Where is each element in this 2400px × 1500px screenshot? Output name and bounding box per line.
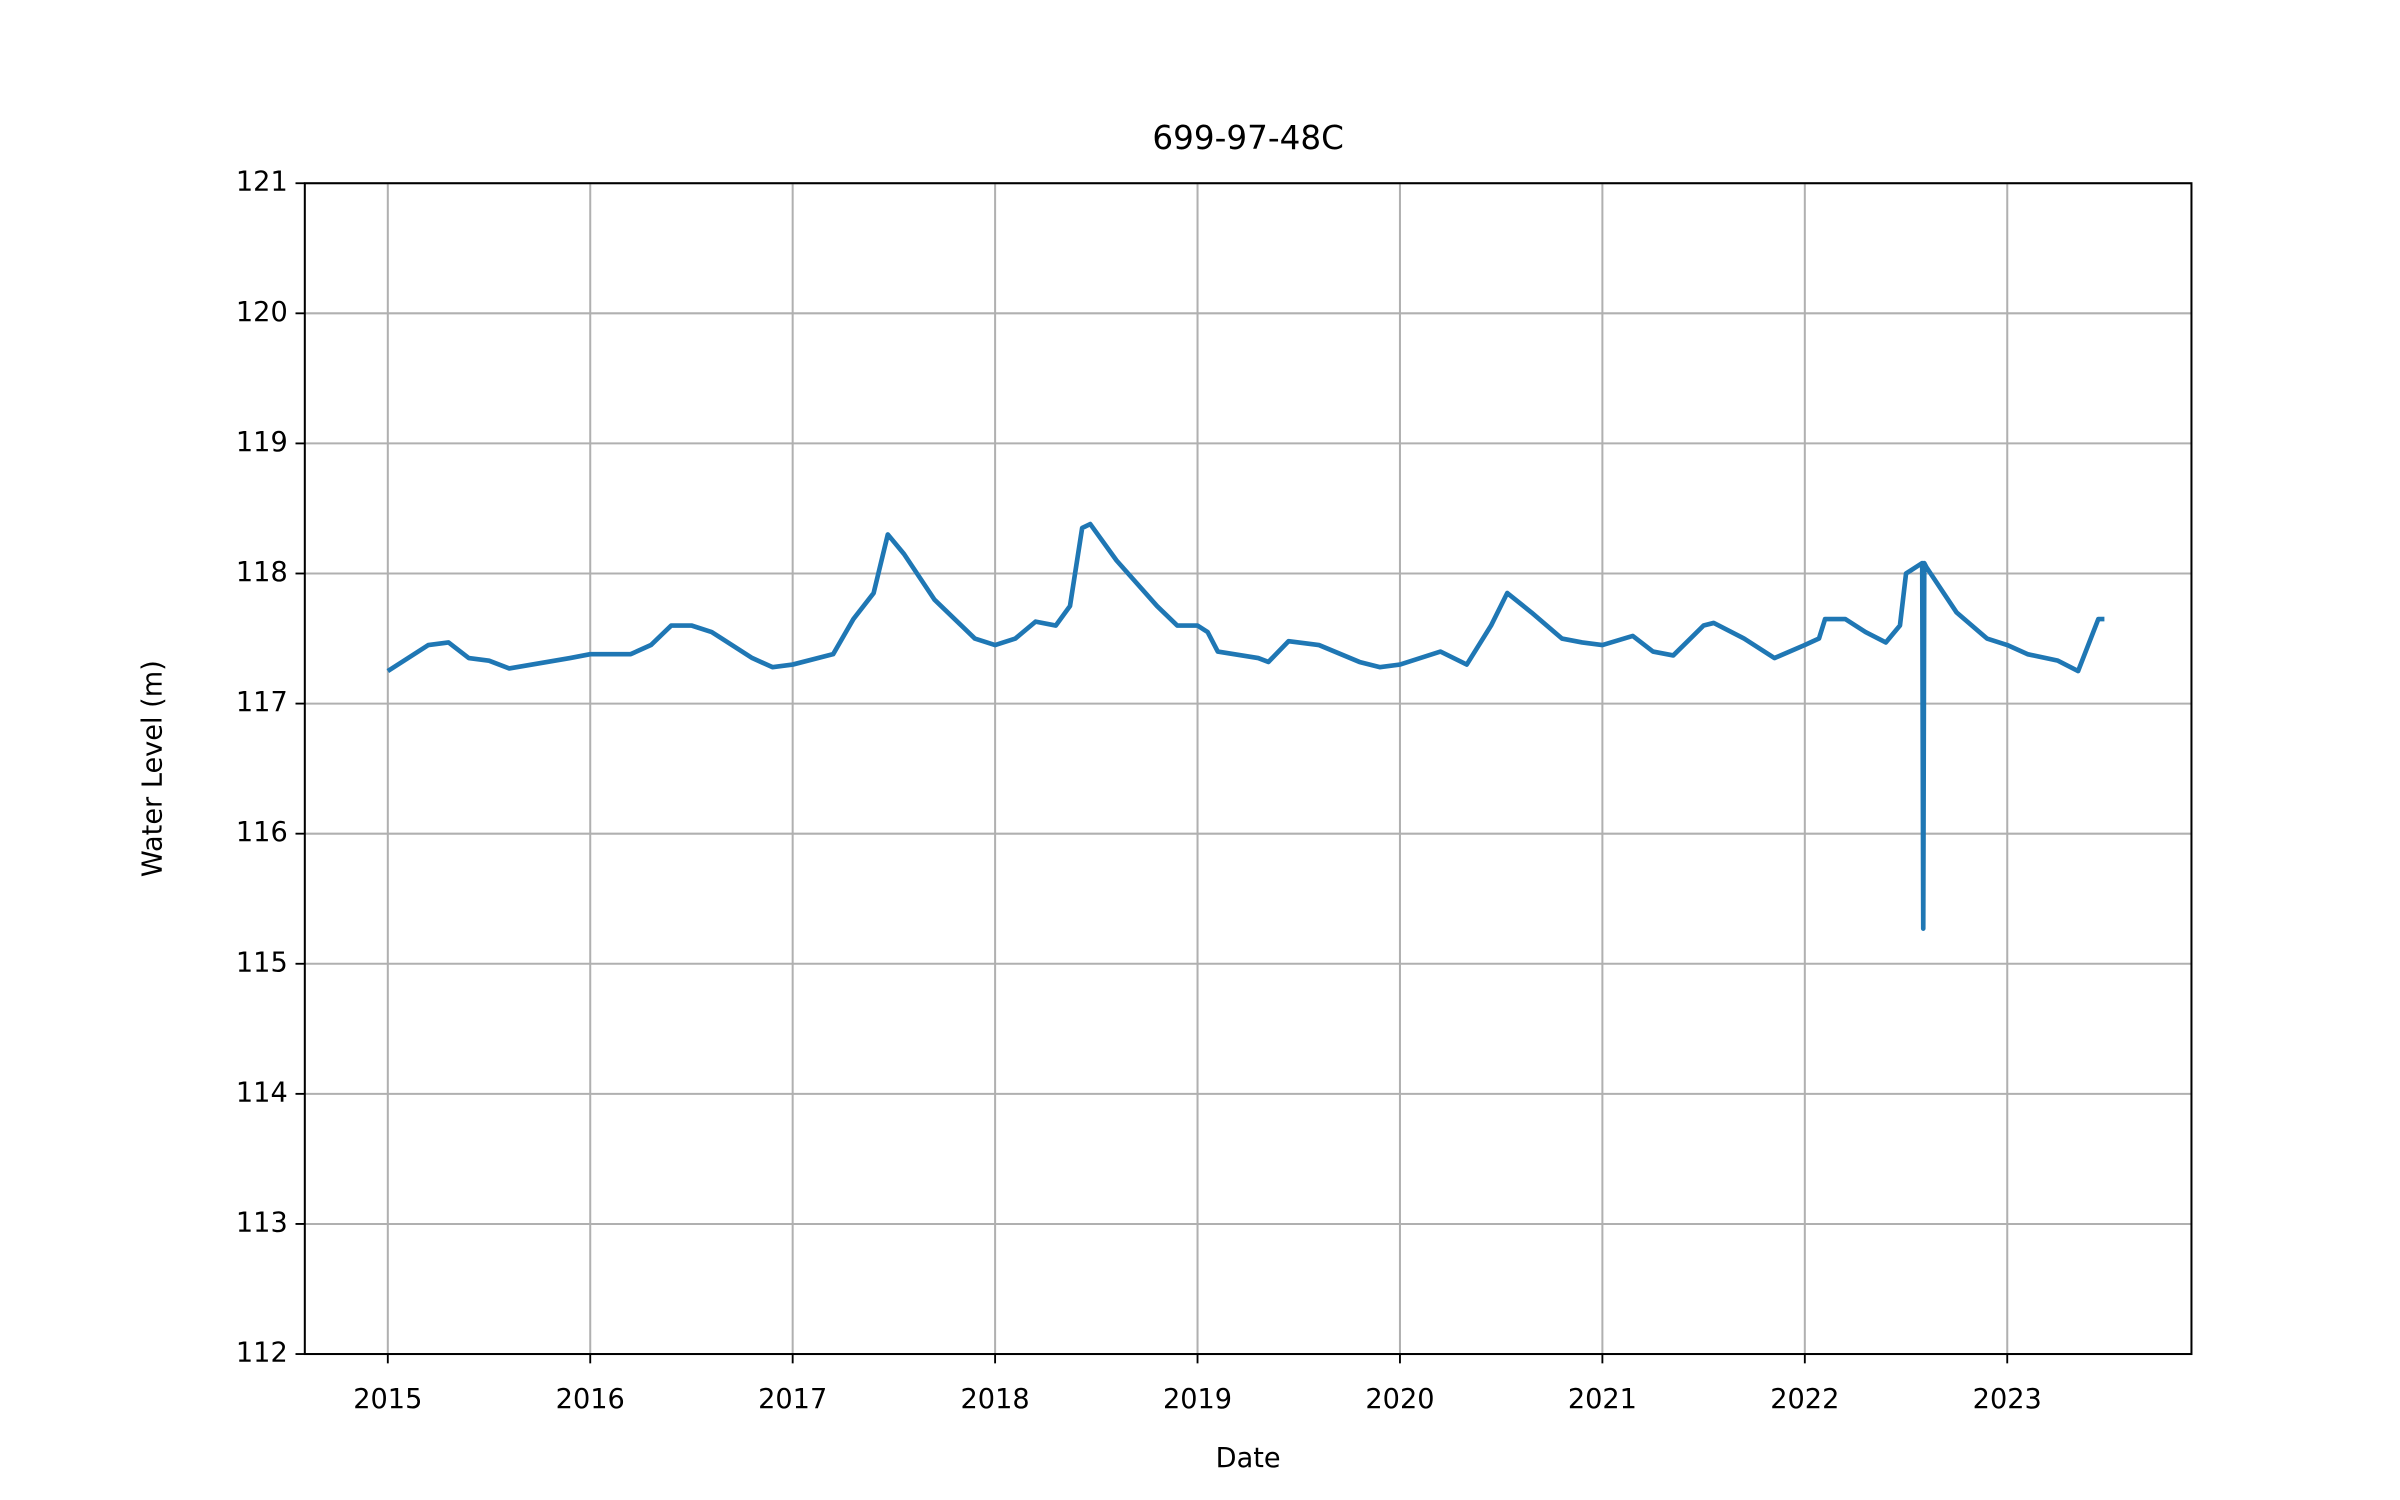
x-tick-label: 2017 (758, 1384, 827, 1415)
y-tick-label: 117 (236, 687, 288, 718)
data-line (386, 521, 2105, 931)
x-tick-label: 2015 (353, 1384, 422, 1415)
y-axis-label: Water Level (m) (138, 660, 169, 877)
x-tick-label: 2023 (1973, 1384, 2042, 1415)
x-tick-label: 2020 (1365, 1384, 1434, 1415)
x-tick-label: 2021 (1568, 1384, 1637, 1415)
y-tick-label: 121 (236, 167, 288, 198)
y-tick-label: 114 (236, 1077, 288, 1108)
y-tick-label: 112 (236, 1338, 288, 1369)
y-tick-label: 118 (236, 557, 288, 588)
y-tick-label: 116 (236, 817, 288, 848)
x-axis-label: Date (1216, 1443, 1281, 1474)
x-tick-label: 2016 (556, 1384, 625, 1415)
chart-title: 699-97-48C (1152, 119, 1343, 157)
y-tick-label: 120 (236, 297, 288, 328)
x-tick-label: 2022 (1770, 1384, 1839, 1415)
plot-frame (303, 182, 2193, 1356)
x-tick-label: 2018 (961, 1384, 1030, 1415)
y-tick-label: 113 (236, 1207, 288, 1238)
x-tick-label: 2019 (1163, 1384, 1232, 1415)
y-tick-label: 119 (236, 427, 288, 458)
y-tick-label: 115 (236, 947, 288, 978)
